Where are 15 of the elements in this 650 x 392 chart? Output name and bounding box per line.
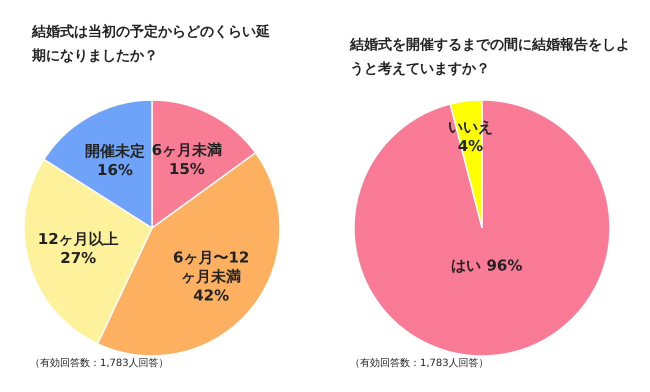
slice-label: 開催未定 xyxy=(85,142,145,161)
data-label: 16% xyxy=(97,160,133,179)
text: （有効回答数：1,783人回答） xyxy=(30,356,169,370)
chart-title: 結婚式は当初の予定からどのくらい延期になりましたか？ xyxy=(32,22,271,66)
data-label: 15% xyxy=(168,160,205,178)
data-label: 96% xyxy=(486,256,522,275)
pie-slice xyxy=(353,99,611,357)
data-label: 27% xyxy=(60,249,96,268)
slice-label: 12ヶ月以上 xyxy=(38,230,119,250)
chart-title: 結婚式を開催するまでの間に結婚報告をしようと考えていますか？ xyxy=(350,36,630,79)
text: （有効回答数：1,783人回答） xyxy=(350,356,489,370)
slice-label: 6ヶ月〜12ヶ月未満 xyxy=(172,248,250,286)
data-label: 42% xyxy=(193,286,230,304)
slice-label: 6ヶ月未満 xyxy=(152,140,222,160)
slice-label: はい xyxy=(451,256,482,275)
